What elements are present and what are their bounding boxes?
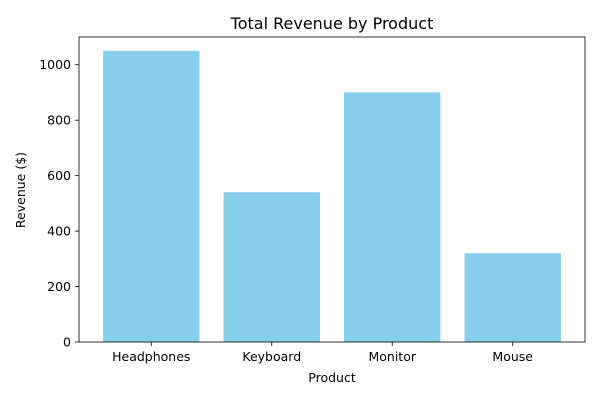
bar-keyboard <box>223 192 320 342</box>
y-tick-label: 0 <box>63 335 71 350</box>
x-tick-label: Headphones <box>112 349 190 364</box>
y-tick-label: 800 <box>47 113 71 128</box>
x-axis-label: Product <box>308 370 356 385</box>
bar-headphones <box>103 50 200 343</box>
x-tick-label: Mouse <box>492 349 533 364</box>
x-tick-label: Keyboard <box>242 349 301 364</box>
y-tick-label: 400 <box>47 224 71 239</box>
axes-frame <box>78 36 586 343</box>
y-tick-label: 600 <box>47 168 71 183</box>
y-axis-label: Revenue ($) <box>13 152 28 228</box>
bar-mouse <box>464 253 561 342</box>
x-tick-label: Monitor <box>368 349 416 364</box>
y-tick-label: 200 <box>47 279 71 294</box>
bar-monitor <box>344 92 441 342</box>
y-tick-label: 1000 <box>39 57 71 72</box>
chart-title: Total Revenue by Product <box>230 14 434 33</box>
plot-area: Headphones Keyboard Monitor Mouse 0 200 400 600… <box>39 36 586 364</box>
